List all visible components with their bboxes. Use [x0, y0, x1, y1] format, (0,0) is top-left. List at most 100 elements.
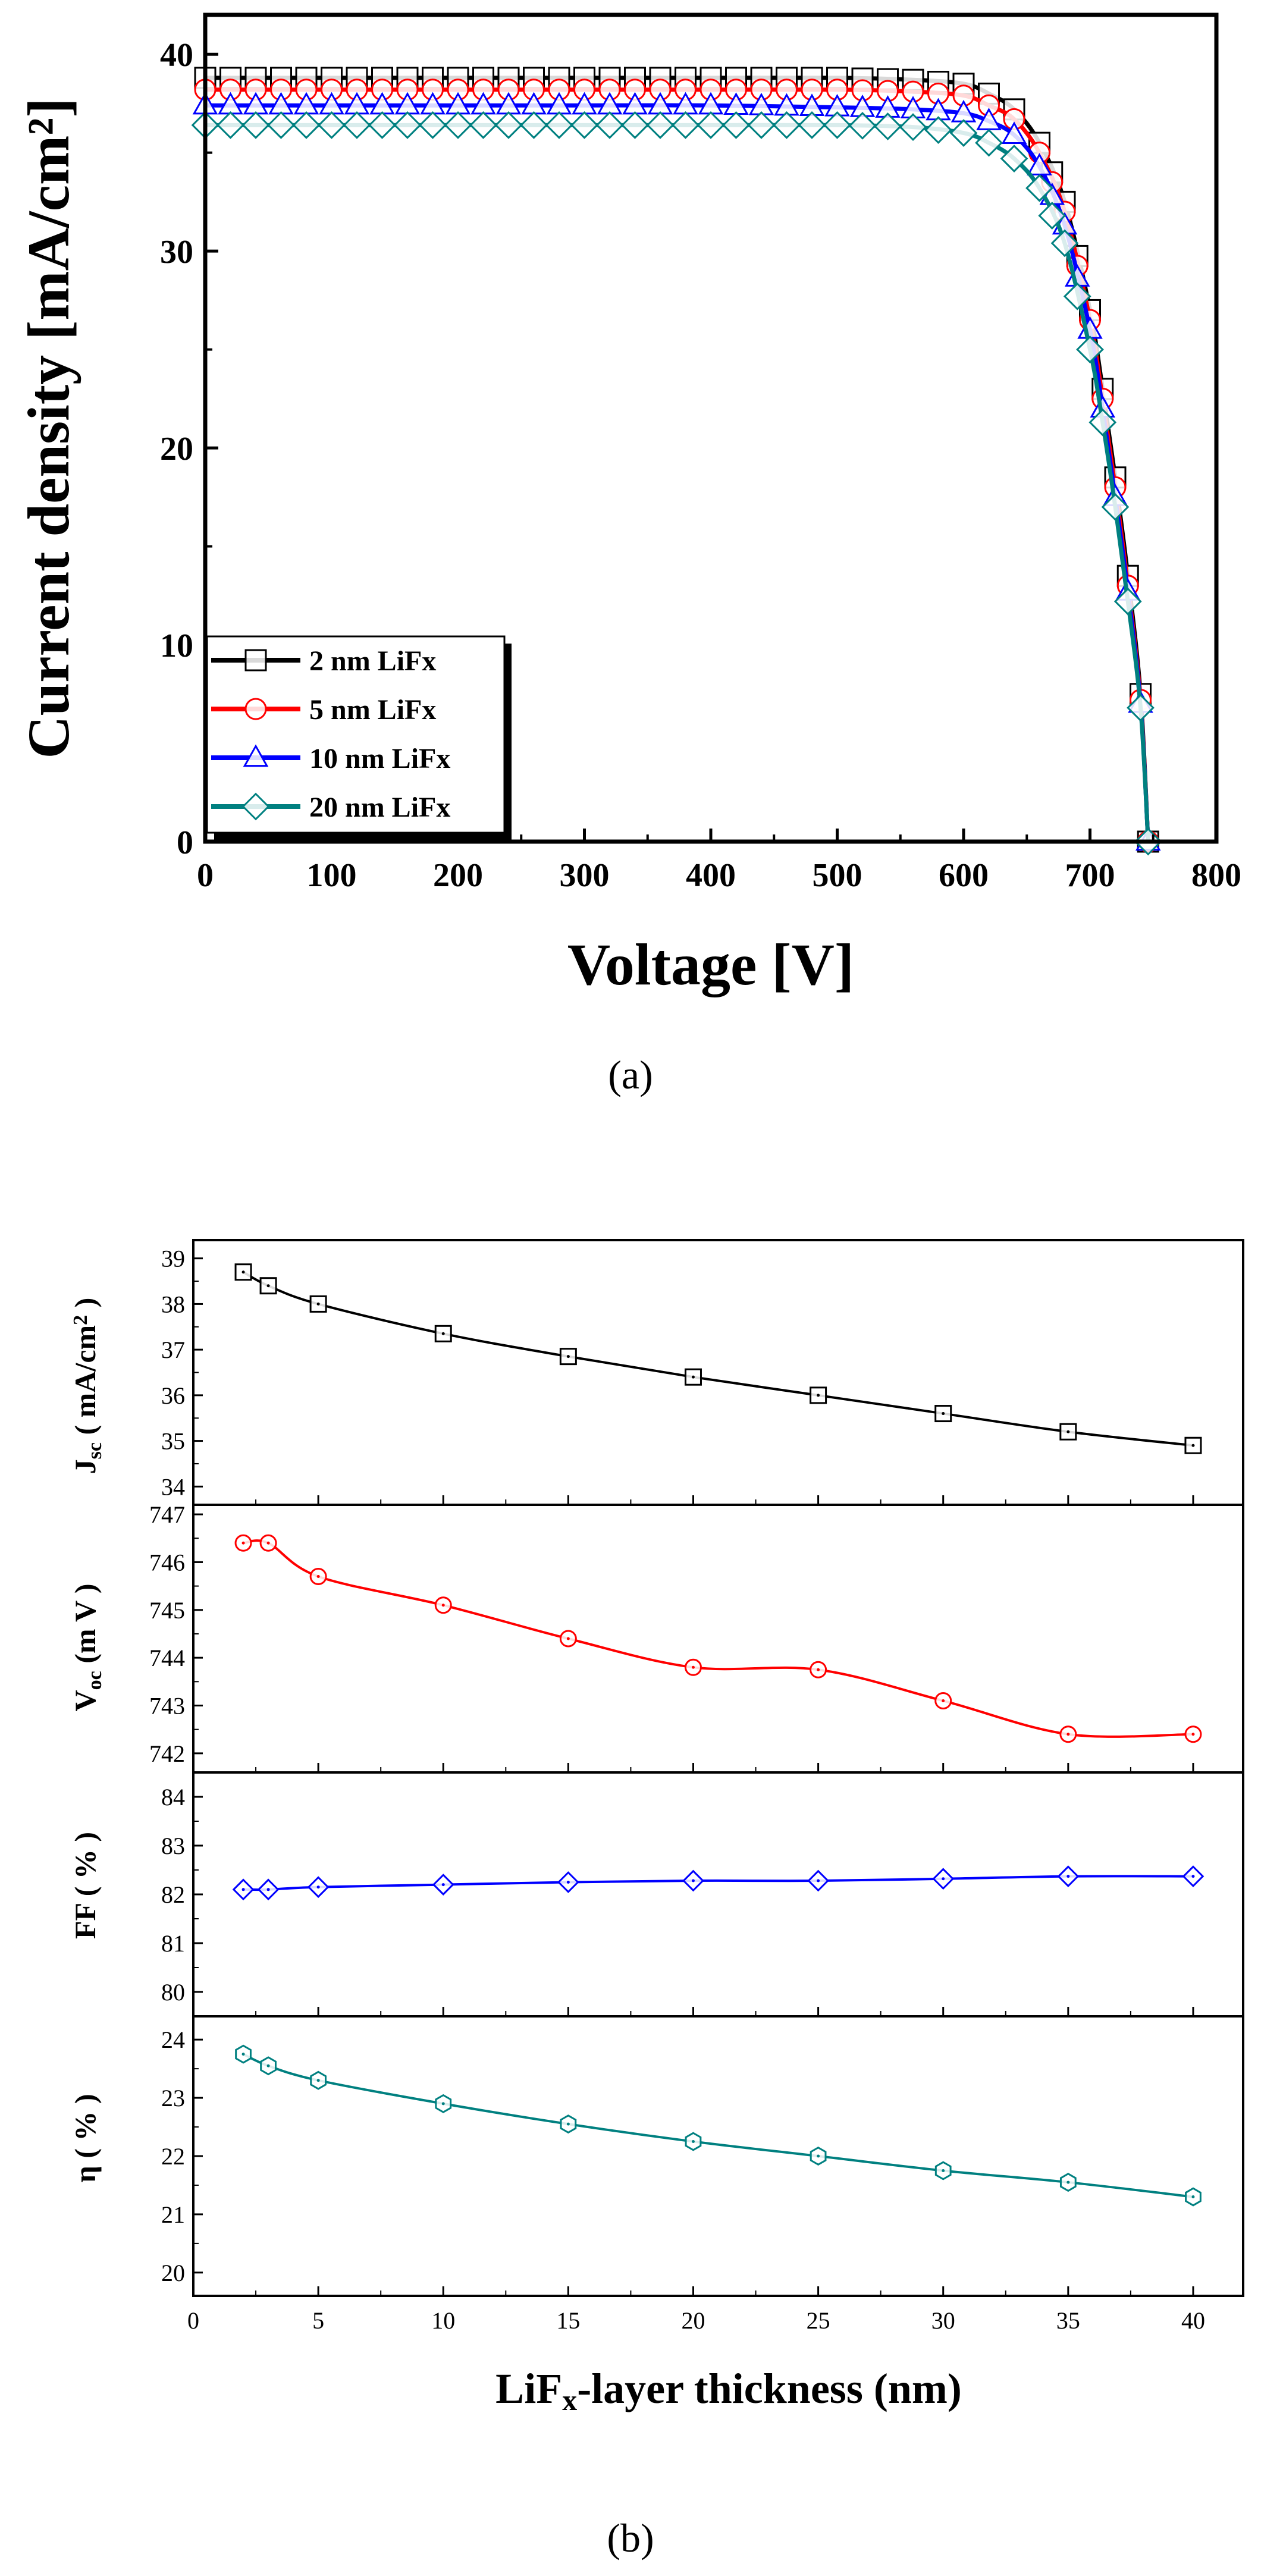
b-data-point-dot	[817, 1668, 820, 1671]
b-panel-frame	[192, 1504, 1244, 1774]
a-ticks-group: 0 100 200 300 400 500 600 700 800 0 10 20 30 40	[160, 37, 1241, 894]
b-y-tick-label: 80	[161, 1979, 185, 2006]
b-data-point-dot	[241, 1541, 245, 1545]
b-data-point-dot	[691, 1879, 695, 1882]
b-ylabel-voc: Voc (m V )	[68, 1584, 106, 1712]
b-data-point-dot	[566, 2122, 570, 2126]
b-data-point-dot	[441, 2102, 445, 2106]
b-y-tick-label: 81	[161, 1930, 185, 1957]
caption-b: (b)	[607, 2515, 654, 2561]
a-data-point	[570, 111, 598, 139]
a-legend-marker	[243, 744, 269, 767]
b-panels-group: 34 35 36 37 38 39 742 743 744 745 746 747 80 81 82 83 84…	[149, 1239, 1244, 2297]
a-data-point	[949, 119, 978, 147]
b-data-point-dot	[266, 1888, 270, 1891]
b-y-tick-label: 20	[161, 2260, 185, 2286]
b-data-point-dot	[1066, 1875, 1070, 1878]
b-y-tick-label: 744	[149, 1645, 185, 1671]
b-data-point-dot	[817, 2154, 820, 2158]
b-series-line	[243, 2053, 1194, 2198]
a-data-point	[773, 111, 801, 139]
b-y-tick-label: 745	[149, 1597, 185, 1624]
a-x-tick-label: 600	[939, 857, 989, 894]
a-y-tick-label: 0	[177, 824, 193, 861]
caption-a: (a)	[608, 1052, 653, 1097]
b-data-point-dot	[266, 1284, 270, 1288]
b-data-point-dot	[316, 2079, 320, 2082]
a-data-point	[1113, 587, 1142, 616]
b-panel-frame	[192, 2015, 1244, 2297]
b-data-point-dot	[691, 1375, 695, 1379]
b-data-point-dot	[241, 2053, 245, 2056]
chart-b: 34 35 36 37 38 39 742 743 744 745 746 747 80 81 82 83 84…	[68, 1239, 1244, 2417]
a-data-point	[621, 111, 649, 139]
a-y-tick-label: 30	[160, 234, 193, 271]
b-panel-3: 80 81 82 83 84	[161, 1771, 1244, 2017]
b-data-point	[810, 1386, 827, 1404]
b-data-point-dot	[266, 2064, 270, 2067]
b-y-tick-label: 84	[161, 1784, 185, 1811]
b-data-point-dot	[1066, 2180, 1070, 2184]
a-data-point	[747, 111, 776, 139]
a-data-point	[520, 111, 548, 139]
a-x-tick-label: 200	[433, 857, 483, 894]
a-data-point	[722, 111, 750, 139]
a-data-point	[545, 111, 573, 139]
a-data-point	[1063, 282, 1091, 310]
b-data-point-dot	[566, 1355, 570, 1358]
a-x-tick-label: 500	[813, 857, 862, 894]
a-data-point	[1076, 335, 1104, 363]
a-legend: 2 nm LiFx 5 nm LiFx 10 nm LiFx 20 nm LiFx	[206, 635, 512, 840]
b-data-point-dot	[1191, 1875, 1195, 1878]
b-y-tick-label: 24	[161, 2026, 185, 2053]
b-data-point-dot	[1066, 1430, 1070, 1433]
a-data-point	[874, 112, 902, 140]
b-x-tick-label: 40	[1181, 2307, 1205, 2334]
b-x-axis-label: LiFx-layer thickness (nm)	[495, 2365, 962, 2417]
a-series-group	[191, 67, 1162, 856]
a-data-point	[1101, 493, 1130, 521]
b-data-point-dot	[691, 1665, 695, 1669]
b-y-tick-label: 746	[149, 1549, 185, 1576]
a-data-point	[924, 116, 952, 144]
b-data-point-dot	[691, 2140, 695, 2144]
chart-a: 0 100 200 300 400 500 600 700 800 0 10 20 30 40 Volta…	[15, 12, 1241, 997]
a-data-point	[672, 111, 699, 139]
b-data-point-dot	[241, 1888, 245, 1891]
b-y-tick-label: 743	[149, 1693, 185, 1720]
a-legend-label: 20 nm LiFx	[309, 792, 450, 823]
b-x-tick-label: 0	[187, 2307, 199, 2334]
a-y-tick-label: 10	[160, 627, 193, 664]
a-data-point	[217, 111, 244, 139]
b-panel-frame	[192, 1239, 1244, 1506]
b-y-tick-label: 742	[149, 1740, 185, 1767]
a-series-4	[191, 111, 1162, 856]
a-data-point	[267, 111, 295, 139]
a-y-tick-label: 20	[160, 431, 193, 467]
a-data-point	[697, 111, 725, 139]
b-x-ticks-group: 0 5 10 15 20 25 30 35 40	[187, 2307, 1205, 2334]
b-series-line	[243, 1270, 1194, 1447]
b-data-point-dot	[1191, 1444, 1195, 1447]
a-data-point	[368, 111, 396, 139]
b-data-point-dot	[1191, 1733, 1195, 1736]
b-y-tick-label: 34	[161, 1473, 185, 1500]
a-data-point	[444, 111, 472, 139]
a-legend-marker	[244, 649, 267, 672]
b-data-point-dot	[566, 1637, 570, 1640]
b-data-point-dot	[942, 1412, 945, 1416]
b-panel-frame	[192, 1771, 1244, 2017]
b-x-tick-label: 5	[312, 2307, 324, 2334]
a-x-tick-label: 300	[560, 857, 610, 894]
b-data-point-dot	[817, 1879, 820, 1882]
a-data-point	[1001, 121, 1027, 144]
a-data-point	[343, 111, 371, 139]
b-y-tick-label: 38	[161, 1291, 185, 1317]
b-x-tick-label: 20	[681, 2307, 705, 2334]
b-y-tick-label: 747	[149, 1501, 185, 1528]
b-data-point-dot	[1066, 1733, 1070, 1736]
b-data-point-dot	[316, 1575, 320, 1579]
a-data-point	[823, 111, 851, 139]
a-x-tick-label: 0	[197, 857, 214, 894]
a-legend-label: 2 nm LiFx	[309, 645, 436, 677]
